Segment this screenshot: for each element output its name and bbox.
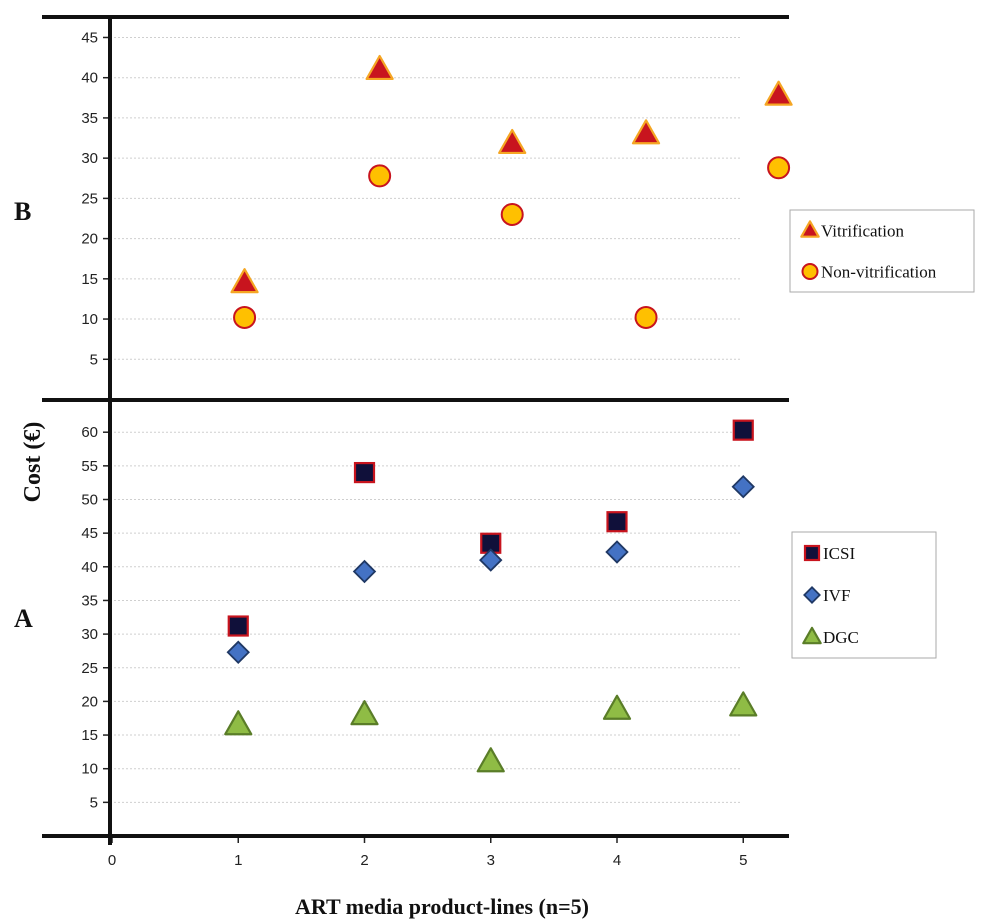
point-a-dgc-3 xyxy=(476,747,505,773)
legend-marker-a-dgc xyxy=(802,626,822,645)
xtick-label-0: 0 xyxy=(108,852,116,869)
point-a-ivf-1 xyxy=(226,640,250,664)
ytick-label-a-30: 30 xyxy=(81,626,98,643)
point-b-non-vitrification-2 xyxy=(368,164,392,188)
legend-label-b-vitrification: Vitrification xyxy=(821,222,905,241)
legend-label-a-icsi: ICSI xyxy=(823,544,855,563)
point-a-icsi-4 xyxy=(606,511,628,533)
panel-label-a: A xyxy=(14,604,33,633)
ytick-label-a-40: 40 xyxy=(81,559,98,576)
ytick-label-a-60: 60 xyxy=(81,424,98,441)
point-b-vitrification-4 xyxy=(631,119,661,145)
ytick-label-a-20: 20 xyxy=(81,693,98,710)
point-a-dgc-5 xyxy=(729,691,758,717)
point-b-non-vitrification-3 xyxy=(500,202,524,226)
x-axis-label: ART media product-lines (n=5) xyxy=(295,894,589,919)
xtick-label-1: 1 xyxy=(234,852,242,869)
panel-label-b: B xyxy=(14,197,31,226)
ytick-label-a-45: 45 xyxy=(81,525,98,542)
xtick-label-3: 3 xyxy=(487,852,495,869)
axes-layer: 5101520253035404551015202530354045505560… xyxy=(42,15,789,869)
ytick-label-b-5: 5 xyxy=(90,351,98,368)
legend-marker-a-ivf xyxy=(803,586,821,604)
point-a-dgc-2 xyxy=(350,700,379,726)
ytick-label-b-35: 35 xyxy=(81,110,98,127)
xtick-label-2: 2 xyxy=(360,852,368,869)
ytick-label-b-15: 15 xyxy=(81,271,98,288)
ytick-label-b-20: 20 xyxy=(81,231,98,248)
legend-label-a-dgc: DGC xyxy=(823,628,859,647)
xtick-label-5: 5 xyxy=(739,852,747,869)
point-a-ivf-5 xyxy=(731,474,755,499)
ytick-label-a-10: 10 xyxy=(81,761,98,778)
point-a-ivf-4 xyxy=(605,540,629,564)
y-axis-label: Cost (€) xyxy=(20,422,46,503)
ytick-label-b-30: 30 xyxy=(81,150,98,167)
legend-label-b-non-vitrification: Non-vitrification xyxy=(821,263,937,282)
legend-label-a-ivf: IVF xyxy=(823,586,850,605)
xtick-label-4: 4 xyxy=(613,852,621,869)
point-b-vitrification-3 xyxy=(498,128,527,155)
point-b-vitrification-5 xyxy=(764,80,793,106)
ytick-label-a-5: 5 xyxy=(90,794,98,811)
point-a-ivf-2 xyxy=(352,559,377,584)
point-b-vitrification-2 xyxy=(365,54,394,81)
legend-marker-b-non-vitrification xyxy=(801,263,819,280)
ytick-label-a-35: 35 xyxy=(81,592,98,609)
ytick-label-a-55: 55 xyxy=(81,458,98,475)
legend-marker-b-vitrification xyxy=(800,220,820,238)
point-a-icsi-1 xyxy=(227,615,249,637)
ytick-label-a-15: 15 xyxy=(81,727,98,744)
point-a-ivf-3 xyxy=(479,548,503,572)
point-b-non-vitrification-1 xyxy=(233,305,257,329)
point-a-icsi-5 xyxy=(732,419,754,441)
grid-layer xyxy=(110,36,742,803)
point-b-non-vitrification-5 xyxy=(767,156,791,180)
marks-layer xyxy=(224,54,793,773)
point-a-icsi-2 xyxy=(353,461,376,484)
point-a-dgc-4 xyxy=(602,694,632,720)
ytick-label-a-50: 50 xyxy=(81,492,98,509)
legend-layer: Vitrification Non-vitrification ICSI IVF DGC xyxy=(789,209,975,659)
ytick-label-b-45: 45 xyxy=(81,29,98,46)
ytick-label-a-25: 25 xyxy=(81,660,98,677)
point-b-non-vitrification-4 xyxy=(634,305,658,329)
point-a-dgc-1 xyxy=(224,710,253,736)
point-b-vitrification-1 xyxy=(230,268,259,294)
ytick-label-b-25: 25 xyxy=(81,190,98,207)
ytick-label-b-10: 10 xyxy=(81,311,98,328)
legend-box-b xyxy=(789,209,975,293)
legend-marker-a-icsi xyxy=(803,544,821,562)
ytick-label-b-40: 40 xyxy=(81,70,98,87)
